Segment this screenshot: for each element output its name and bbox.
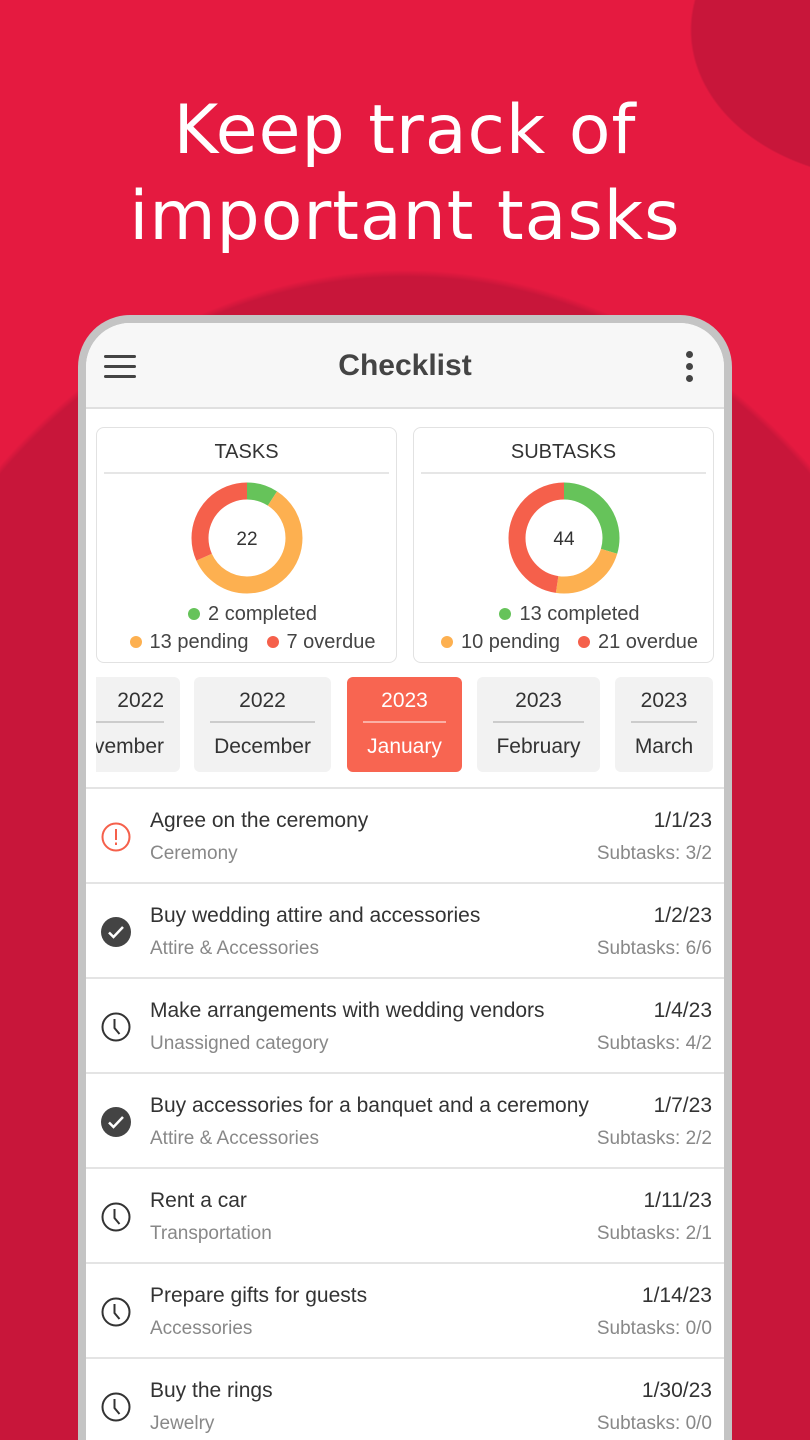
task-subtasks: Subtasks: 4/2 [596, 1033, 712, 1054]
task-title: Buy the rings [150, 1379, 273, 1402]
more-vertical-icon[interactable] [686, 351, 694, 387]
completed-dot [188, 608, 201, 621]
card-title: SUBTASKS [421, 428, 706, 474]
task-category: Attire & Accessories [150, 1128, 319, 1149]
month-chip-march[interactable]: 2023 March [615, 677, 713, 772]
task-category: Unassigned category [150, 1033, 329, 1054]
month-year: 2022 [96, 677, 164, 723]
task-title: Buy accessories for a banquet and a cere… [150, 1094, 589, 1117]
month-name: December [214, 735, 311, 758]
task-row[interactable]: Make arrangements with wedding vendors U… [86, 979, 724, 1074]
task-row[interactable]: Buy accessories for a banquet and a cere… [86, 1074, 724, 1169]
summary-cards: TASKS 22 2 completed 13 pending 7 overdue… [96, 427, 714, 663]
pending-count: 13 pending [149, 631, 249, 653]
task-subtasks: Subtasks: 0/0 [596, 1413, 712, 1434]
donut-segment-overdue [508, 482, 619, 594]
task-category: Accessories [150, 1318, 253, 1339]
task-date: 1/1/23 [653, 809, 712, 832]
task-date: 1/14/23 [641, 1284, 712, 1307]
task-title: Make arrangements with wedding vendors [150, 999, 545, 1022]
task-title: Buy wedding attire and accessories [150, 904, 481, 927]
summary-card-tasks: TASKS 22 2 completed 13 pending 7 overdue [96, 427, 397, 663]
task-subtasks: Subtasks: 6/6 [596, 938, 712, 959]
month-name: February [496, 735, 581, 758]
page-title: Checklist [338, 349, 472, 382]
donut-total: 44 [553, 529, 575, 550]
headline: Keep track of important tasks [0, 88, 810, 260]
clock-icon[interactable] [100, 1391, 132, 1423]
month-chip-february[interactable]: 2023 February [477, 677, 600, 772]
donut-segment-pending [508, 482, 619, 594]
headline-line: important tasks [129, 177, 681, 256]
summary-card-subtasks: SUBTASKS 44 13 completed 10 pending 21 ov… [413, 427, 714, 663]
overdue-count: 21 overdue [597, 631, 699, 653]
month-year: 2023 [493, 677, 584, 723]
task-category: Transportation [150, 1223, 272, 1244]
donut-chart: 22 [191, 482, 302, 594]
month-selector[interactable]: 2022 November 2022 December 2023 January 2023 F… [96, 677, 714, 773]
month-chip-december[interactable]: 2022 December [194, 677, 331, 772]
app-screen: Checklist TASKS 22 2 completed 13 pendin… [86, 323, 724, 1440]
donut-total: 22 [236, 529, 257, 550]
donut-segment-overdue [191, 482, 302, 594]
app-bar: Checklist [86, 323, 724, 409]
pending-dot [129, 636, 142, 649]
check-circle-icon[interactable] [100, 1106, 132, 1138]
month-name: November [96, 735, 164, 758]
month-name: March [634, 735, 694, 758]
overdue-dot [266, 636, 279, 649]
headline-line: Keep track of [173, 91, 637, 170]
task-subtasks: Subtasks: 0/0 [596, 1318, 712, 1339]
month-name: January [367, 735, 442, 758]
pending-count: 10 pending [460, 631, 560, 653]
hamburger-icon[interactable] [104, 355, 136, 378]
completed-count: 13 completed [519, 603, 640, 625]
task-date: 1/4/23 [653, 999, 712, 1022]
clock-icon[interactable] [100, 1201, 132, 1233]
task-category: Attire & Accessories [150, 938, 319, 959]
task-subtasks: Subtasks: 2/2 [596, 1128, 712, 1149]
task-title: Rent a car [150, 1189, 247, 1212]
task-title: Prepare gifts for guests [150, 1284, 368, 1307]
task-list: Agree on the ceremony Ceremony 1/1/23 Su… [86, 787, 724, 1440]
task-row[interactable]: Prepare gifts for guests Accessories 1/1… [86, 1264, 724, 1359]
overdue-dot [577, 636, 590, 649]
donut-chart: 44 [508, 482, 619, 594]
donut-segment-pending [191, 482, 302, 594]
task-category: Ceremony [150, 843, 238, 864]
overdue-count: 7 overdue [286, 631, 376, 653]
phone-frame: Checklist TASKS 22 2 completed 13 pendin… [78, 315, 732, 1440]
task-subtasks: Subtasks: 3/2 [596, 843, 712, 864]
month-year: 2023 [631, 677, 697, 723]
task-date: 1/2/23 [653, 904, 712, 927]
task-date: 1/7/23 [653, 1094, 712, 1117]
clock-icon[interactable] [100, 1011, 132, 1043]
task-row[interactable]: Buy wedding attire and accessories Attir… [86, 884, 724, 979]
check-circle-icon[interactable] [100, 916, 132, 948]
task-title: Agree on the ceremony [150, 809, 369, 832]
task-subtasks: Subtasks: 2/1 [596, 1223, 712, 1244]
completed-count: 2 completed [208, 603, 317, 625]
clock-icon[interactable] [100, 1296, 132, 1328]
month-chip-january[interactable]: 2023 January [347, 677, 462, 772]
task-date: 1/11/23 [643, 1189, 712, 1212]
pending-dot [440, 636, 453, 649]
month-year: 2023 [363, 677, 446, 723]
task-row[interactable]: Buy the rings Jewelry 1/30/23 Subtasks: … [86, 1359, 724, 1440]
task-row[interactable]: Agree on the ceremony Ceremony 1/1/23 Su… [86, 789, 724, 884]
task-row[interactable]: Rent a car Transportation 1/11/23 Subtas… [86, 1169, 724, 1264]
completed-dot [499, 608, 512, 621]
card-title: TASKS [104, 428, 389, 474]
alert-circle-icon[interactable] [100, 821, 132, 853]
task-date: 1/30/23 [641, 1379, 712, 1402]
month-chip-november[interactable]: 2022 November [96, 677, 180, 772]
month-year: 2022 [210, 677, 315, 723]
task-category: Jewelry [150, 1413, 215, 1434]
